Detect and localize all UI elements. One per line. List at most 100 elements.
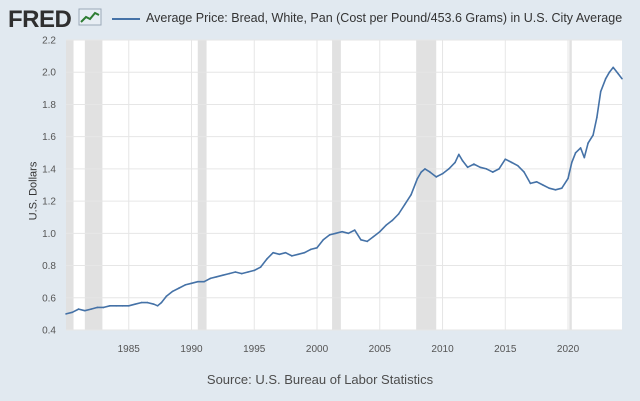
data-point (247, 271, 249, 273)
data-point (234, 271, 237, 273)
data-point (284, 251, 287, 254)
data-point (309, 248, 312, 251)
data-point (335, 232, 337, 235)
x-tick-label: 1990 (180, 344, 203, 355)
data-point (90, 308, 92, 310)
data-point (621, 77, 623, 80)
fred-graph-icon (78, 8, 102, 26)
data-point (441, 172, 444, 175)
data-point (127, 305, 130, 307)
recession-band-1 (66, 40, 74, 330)
legend-line-swatch (112, 18, 140, 20)
y-tick-label: 0.8 (42, 261, 56, 272)
data-point (196, 280, 199, 283)
data-point (510, 161, 513, 164)
data-point (458, 153, 460, 156)
recession-band-3 (197, 40, 207, 330)
data-point (366, 240, 369, 243)
data-point (554, 189, 557, 191)
data-point (240, 272, 243, 275)
data-point (404, 203, 406, 206)
data-point (473, 163, 475, 165)
data-point (397, 213, 400, 215)
data-point (77, 308, 80, 310)
grid-lines (66, 39, 622, 331)
data-point (297, 253, 299, 256)
data-point (96, 306, 99, 309)
plot-area (66, 40, 622, 330)
data-point (420, 171, 422, 173)
data-point (209, 277, 212, 280)
data-point (604, 77, 607, 80)
data-point (535, 180, 538, 183)
data-point (65, 313, 67, 315)
data-point (228, 272, 230, 275)
data-point (542, 184, 544, 186)
data-point (529, 182, 532, 185)
data-point (203, 280, 205, 283)
data-point (466, 166, 469, 169)
data-point (570, 161, 573, 164)
data-point (222, 274, 224, 277)
y-tick-label: 1.0 (42, 229, 56, 240)
y-tick-label: 0.4 (42, 326, 56, 337)
data-point (596, 116, 598, 119)
data-point (485, 168, 488, 170)
data-point (134, 303, 136, 306)
data-point (583, 156, 586, 159)
y-tick-label: 1.4 (42, 164, 56, 175)
fred-logo[interactable]: FRED (8, 6, 104, 33)
fred-wordmark: FRED (8, 6, 72, 33)
data-point (178, 287, 180, 289)
data-point (121, 305, 124, 307)
data-point (372, 235, 375, 238)
series-points (65, 66, 623, 315)
data-point (592, 134, 594, 136)
data-point (416, 177, 419, 180)
recession-band-2 (84, 40, 103, 330)
data-point (272, 251, 274, 254)
data-point (328, 234, 331, 236)
y-tick-labels: 0.4 0.6 0.8 1.0 1.2 1.4 1.6 1.8 2.0 2.2 (42, 36, 56, 337)
data-point (385, 224, 387, 227)
data-point (587, 142, 589, 144)
data-point (115, 305, 118, 307)
data-point (599, 90, 602, 93)
data-point (353, 229, 356, 231)
data-point (341, 230, 343, 233)
data-point (617, 73, 620, 75)
data-point (548, 187, 551, 190)
recession-band-6 (569, 40, 572, 330)
data-point (160, 301, 163, 304)
data-point (84, 309, 86, 312)
data-point (410, 193, 412, 196)
data-point (253, 269, 256, 272)
data-point (517, 164, 519, 167)
data-point (171, 290, 174, 293)
data-point (102, 306, 105, 309)
x-tick-label: 2020 (557, 344, 580, 355)
y-tick-label: 1.8 (42, 100, 56, 111)
recession-band-5 (416, 40, 437, 330)
data-point (259, 266, 262, 268)
data-point (498, 168, 500, 170)
y-tick-label: 1.2 (42, 197, 56, 208)
data-point (424, 168, 426, 170)
data-point (109, 305, 111, 307)
x-tick-label: 1995 (243, 344, 266, 355)
data-point (146, 301, 149, 304)
data-point (303, 251, 306, 254)
data-point (491, 171, 494, 173)
data-point (266, 258, 268, 260)
data-point (579, 147, 582, 149)
data-point (71, 311, 74, 314)
x-tick-label: 2005 (369, 344, 392, 355)
data-point (291, 255, 293, 257)
data-point (316, 247, 318, 249)
data-point (278, 253, 281, 256)
data-point (184, 284, 187, 286)
y-tick-label: 0.6 (42, 293, 56, 304)
data-point (190, 282, 193, 285)
data-point (347, 232, 350, 235)
